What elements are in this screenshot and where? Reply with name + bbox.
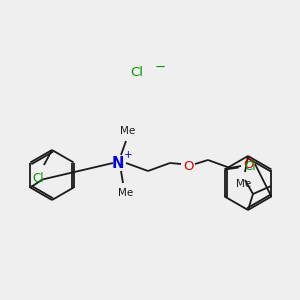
Text: Cl: Cl [130,65,143,79]
Text: Cl: Cl [32,172,44,184]
Text: −: − [155,61,166,74]
Text: Me: Me [236,179,252,189]
Text: +: + [124,150,132,160]
Text: Me: Me [118,188,134,198]
Text: O: O [183,160,193,172]
Text: O: O [243,158,253,172]
Text: Cl: Cl [245,160,256,173]
Text: Me: Me [120,126,136,136]
Text: N: N [112,155,124,170]
